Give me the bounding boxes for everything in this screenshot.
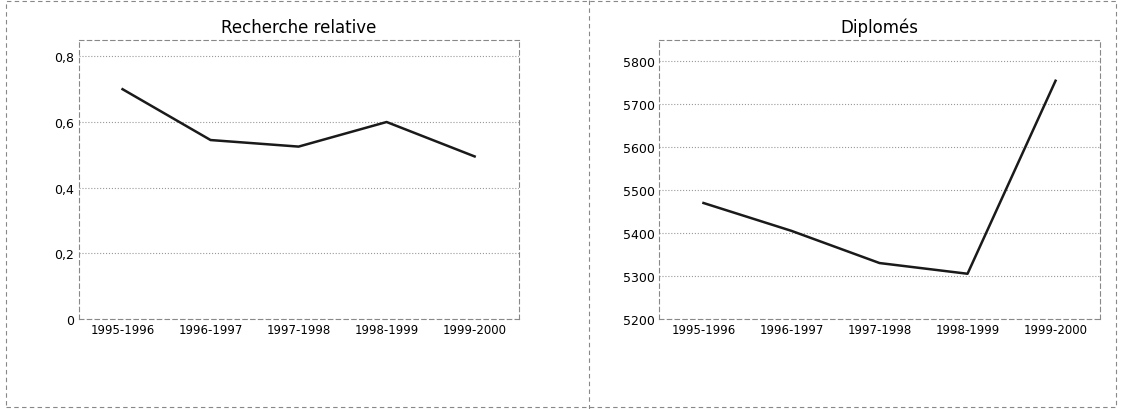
Title: Recherche relative: Recherche relative [221,19,376,36]
Title: Diplomés: Diplomés [840,18,919,36]
